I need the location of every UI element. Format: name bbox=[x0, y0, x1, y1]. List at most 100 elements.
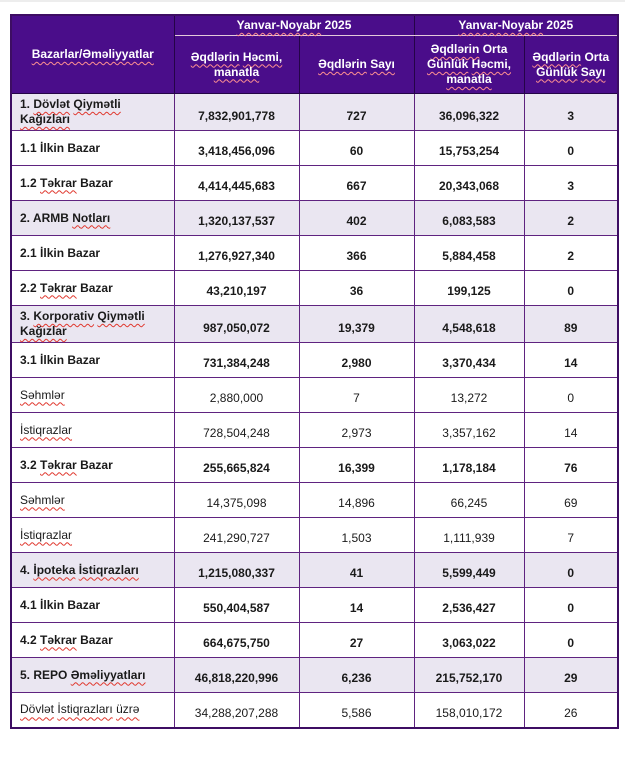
column-header-row: Əqdlərin Həcmi, manatla Əqdlərin Sayı Əq… bbox=[11, 35, 619, 94]
value-cell: 1,276,927,340 bbox=[173, 235, 300, 271]
value-cell: 2,973 bbox=[298, 412, 415, 448]
value-cell: 46,818,220,996 bbox=[173, 657, 300, 693]
value-cell: 0 bbox=[523, 622, 619, 658]
value-cell: 731,384,248 bbox=[173, 342, 300, 378]
value-cell: 14,375,098 bbox=[173, 482, 300, 518]
row-label-cell: 3. Korporativ Qiymətli Kağızlar bbox=[10, 305, 175, 343]
table-row: Səhmlər 2,880,000 7 13,272 0 bbox=[10, 377, 619, 413]
row-label-cell: 4.2 Təkrar Bazar bbox=[10, 622, 175, 658]
value-cell: 14 bbox=[523, 342, 619, 378]
value-cell: 5,599,449 bbox=[413, 552, 525, 588]
value-cell: 987,050,072 bbox=[173, 305, 300, 343]
row-label-cell: 3.1 İlkin Bazar bbox=[10, 342, 175, 378]
value-cell: 27 bbox=[298, 622, 415, 658]
value-cell: 3,418,456,096 bbox=[173, 130, 300, 166]
table-row: İstiqrazlar 728,504,248 2,973 3,357,162 14 bbox=[10, 412, 619, 448]
period-header-2: Yanvar-Noyabr 2025 bbox=[413, 14, 619, 36]
table-row: 4.1 İlkin Bazar 550,404,587 14 2,536,427 0 bbox=[10, 587, 619, 623]
value-cell: 6,236 bbox=[298, 657, 415, 693]
value-cell: 1,215,080,337 bbox=[173, 552, 300, 588]
value-cell: 14 bbox=[298, 587, 415, 623]
table-row: Dövlət İstiqrazları üzrə 34,288,207,288 5,… bbox=[10, 692, 619, 728]
value-cell: 7 bbox=[523, 517, 619, 553]
value-cell: 29 bbox=[523, 657, 619, 693]
table-row-group: 5. REPO Əməliyyatları 46,818,220,996 6,236… bbox=[10, 657, 619, 693]
value-cell: 6,083,583 bbox=[413, 200, 525, 236]
value-cell: 199,125 bbox=[413, 270, 525, 306]
row-label-cell: 4. İpoteka İstiqrazları bbox=[10, 552, 175, 588]
row-label-cell: Səhmlər bbox=[10, 377, 175, 413]
value-cell: 0 bbox=[523, 377, 619, 413]
value-cell: 3,357,162 bbox=[413, 412, 525, 448]
table-row: 1.1 İlkin Bazar 3,418,456,096 60 15,753,254… bbox=[10, 130, 619, 166]
value-cell: 727 bbox=[298, 93, 415, 131]
value-cell: 36,096,322 bbox=[413, 93, 525, 131]
table-body: 1. Dövlət Qiymətli Kağızları 7,832,901,77… bbox=[10, 93, 619, 728]
value-cell: 89 bbox=[523, 305, 619, 343]
value-cell: 402 bbox=[298, 200, 415, 236]
value-cell: 2,536,427 bbox=[413, 587, 525, 623]
value-cell: 60 bbox=[298, 130, 415, 166]
value-cell: 69 bbox=[523, 482, 619, 518]
value-cell: 550,404,587 bbox=[173, 587, 300, 623]
value-cell: 19,379 bbox=[298, 305, 415, 343]
value-cell: 2 bbox=[523, 200, 619, 236]
value-cell: 0 bbox=[523, 587, 619, 623]
value-cell: 2,980 bbox=[298, 342, 415, 378]
value-cell: 0 bbox=[523, 130, 619, 166]
row-label-cell: 2. ARMB Notları bbox=[10, 200, 175, 236]
value-cell: 1,503 bbox=[298, 517, 415, 553]
row-label-cell: Səhmlər bbox=[10, 482, 175, 518]
value-cell: 158,010,172 bbox=[413, 692, 525, 728]
value-cell: 5,884,458 bbox=[413, 235, 525, 271]
value-cell: 0 bbox=[523, 552, 619, 588]
value-cell: 2 bbox=[523, 235, 619, 271]
value-cell: 1,320,137,537 bbox=[173, 200, 300, 236]
table-row: 4.2 Təkrar Bazar 664,675,750 27 3,063,022 0 bbox=[10, 622, 619, 658]
row-label-cell: 2.2 Təkrar Bazar bbox=[10, 270, 175, 306]
value-cell: 255,665,824 bbox=[173, 447, 300, 483]
value-cell: 0 bbox=[523, 270, 619, 306]
table-row: 3.2 Təkrar Bazar 255,665,824 16,399 1,178,1… bbox=[10, 447, 619, 483]
table-row: 2.1 İlkin Bazar 1,276,927,340 366 5,884,458… bbox=[10, 235, 619, 271]
value-cell: 1,111,939 bbox=[413, 517, 525, 553]
value-cell: 4,548,618 bbox=[413, 305, 525, 343]
column-header-deal-volume: Əqdlərin Həcmi, manatla bbox=[173, 35, 300, 94]
column-header-deal-count: Əqdlərin Sayı bbox=[298, 35, 415, 94]
value-cell: 3 bbox=[523, 165, 619, 201]
row-label-cell: İstiqrazlar bbox=[10, 517, 175, 553]
value-cell: 36 bbox=[298, 270, 415, 306]
value-cell: 366 bbox=[298, 235, 415, 271]
table-row-group: 2. ARMB Notları 1,320,137,537 402 6,083,583… bbox=[10, 200, 619, 236]
value-cell: 43,210,197 bbox=[173, 270, 300, 306]
row-label-cell: 3.2 Təkrar Bazar bbox=[10, 447, 175, 483]
value-cell: 1,178,184 bbox=[413, 447, 525, 483]
row-label-cell: 5. REPO Əməliyyatları bbox=[10, 657, 175, 693]
value-cell: 728,504,248 bbox=[173, 412, 300, 448]
value-cell: 20,343,068 bbox=[413, 165, 525, 201]
period-header-row: Bazarlar/Əməliyyatlar Yanvar-Noyabr 2025… bbox=[10, 14, 619, 94]
row-label-cell: İstiqrazlar bbox=[10, 412, 175, 448]
table-row: 1.2 Təkrar Bazar 4,414,445,683 667 20,343,0… bbox=[10, 165, 619, 201]
value-cell: 5,586 bbox=[298, 692, 415, 728]
period-header-1: Yanvar-Noyabr 2025 bbox=[173, 14, 415, 36]
value-cell: 14,896 bbox=[298, 482, 415, 518]
row-label-cell: 1. Dövlət Qiymətli Kağızları bbox=[10, 93, 175, 131]
value-cell: 667 bbox=[298, 165, 415, 201]
table-row: İstiqrazlar 241,290,727 1,503 1,111,939 7 bbox=[10, 517, 619, 553]
value-cell: 3,370,434 bbox=[413, 342, 525, 378]
value-cell: 664,675,750 bbox=[173, 622, 300, 658]
column-header-markets-operations: Bazarlar/Əməliyyatlar bbox=[10, 14, 175, 94]
value-cell: 4,414,445,683 bbox=[173, 165, 300, 201]
value-cell: 7 bbox=[298, 377, 415, 413]
value-cell: 34,288,207,288 bbox=[173, 692, 300, 728]
row-label-cell: 1.2 Təkrar Bazar bbox=[10, 165, 175, 201]
table-header: Bazarlar/Əməliyyatlar Yanvar-Noyabr 2025… bbox=[10, 14, 619, 94]
value-cell: 215,752,170 bbox=[413, 657, 525, 693]
table-row: 2.2 Təkrar Bazar 43,210,197 36 199,125 0 bbox=[10, 270, 619, 306]
table-row-group: 3. Korporativ Qiymətli Kağızlar 987,050,0… bbox=[10, 305, 619, 343]
table-row-group: 4. İpoteka İstiqrazları 1,215,080,337 41 5,… bbox=[10, 552, 619, 588]
table-row: 3.1 İlkin Bazar 731,384,248 2,980 3,370,434… bbox=[10, 342, 619, 378]
table-row: Səhmlər 14,375,098 14,896 66,245 69 bbox=[10, 482, 619, 518]
